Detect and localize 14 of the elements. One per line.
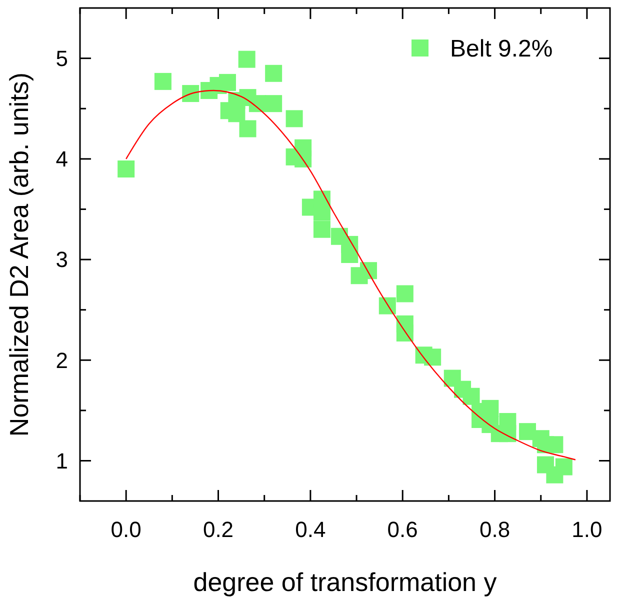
y-axis-title: Normalized D2 Area (arb. units)	[4, 72, 34, 437]
x-tick-label: 0.2	[202, 517, 234, 542]
y-tick-label: 2	[56, 348, 68, 373]
x-tick-label: 0.8	[479, 517, 510, 542]
y-tick-label: 5	[56, 46, 68, 72]
y-tick-label: 1	[56, 448, 68, 474]
x-tick-label: 0.6	[387, 517, 418, 542]
y-tick-label: 4	[56, 146, 68, 172]
x-tick-label: 0.4	[295, 517, 326, 542]
legend-label: Belt 9.2%	[450, 35, 553, 62]
x-tick-label: 1.0	[572, 517, 602, 542]
x-axis-title: degree of transformation y	[193, 567, 497, 597]
y-tick-label: 3	[56, 247, 68, 272]
x-tick-label: 0.0	[110, 517, 142, 542]
